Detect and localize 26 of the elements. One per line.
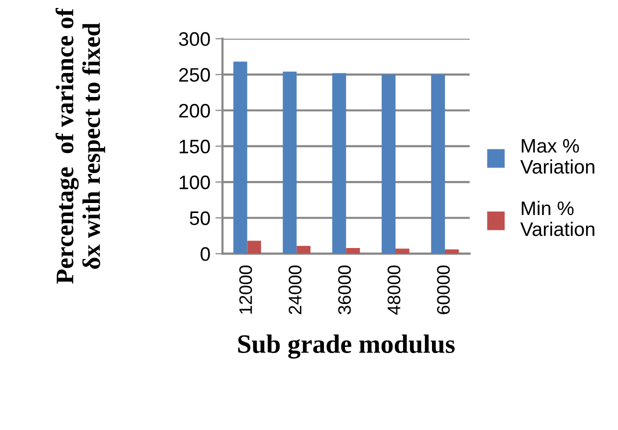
bar (396, 248, 410, 254)
x-tick-label: 24000 (288, 266, 302, 314)
x-axis-title: Sub grade modulus (238, 334, 455, 359)
bar (282, 72, 297, 254)
x-tick-label: 12000 (239, 266, 252, 314)
y-tick-label: 100 (180, 176, 210, 190)
y-tick-label: 200 (179, 104, 210, 118)
legend-label: Max % Variation (520, 139, 594, 174)
y-tick-label: 250 (179, 68, 210, 82)
bar (233, 62, 248, 254)
x-tick-label: 60000 (437, 266, 450, 314)
x-tick-label: 48000 (388, 266, 400, 315)
bar (382, 74, 396, 254)
y-tick-label: 300 (178, 32, 210, 46)
y-axis-title: Percentage of variance of δx with respect to fixed (56, 8, 106, 284)
y-tick-label: 0 (200, 247, 210, 261)
legend-label: Min % Variation (520, 200, 594, 236)
y-tick-label: 150 (180, 140, 210, 154)
bar (346, 248, 360, 254)
bar (247, 240, 262, 254)
bar (332, 73, 346, 254)
bar (431, 74, 445, 254)
y-tick-label: 50 (190, 211, 210, 226)
bar (296, 246, 310, 254)
bar (444, 249, 459, 254)
x-tick-label: 36000 (338, 266, 351, 314)
